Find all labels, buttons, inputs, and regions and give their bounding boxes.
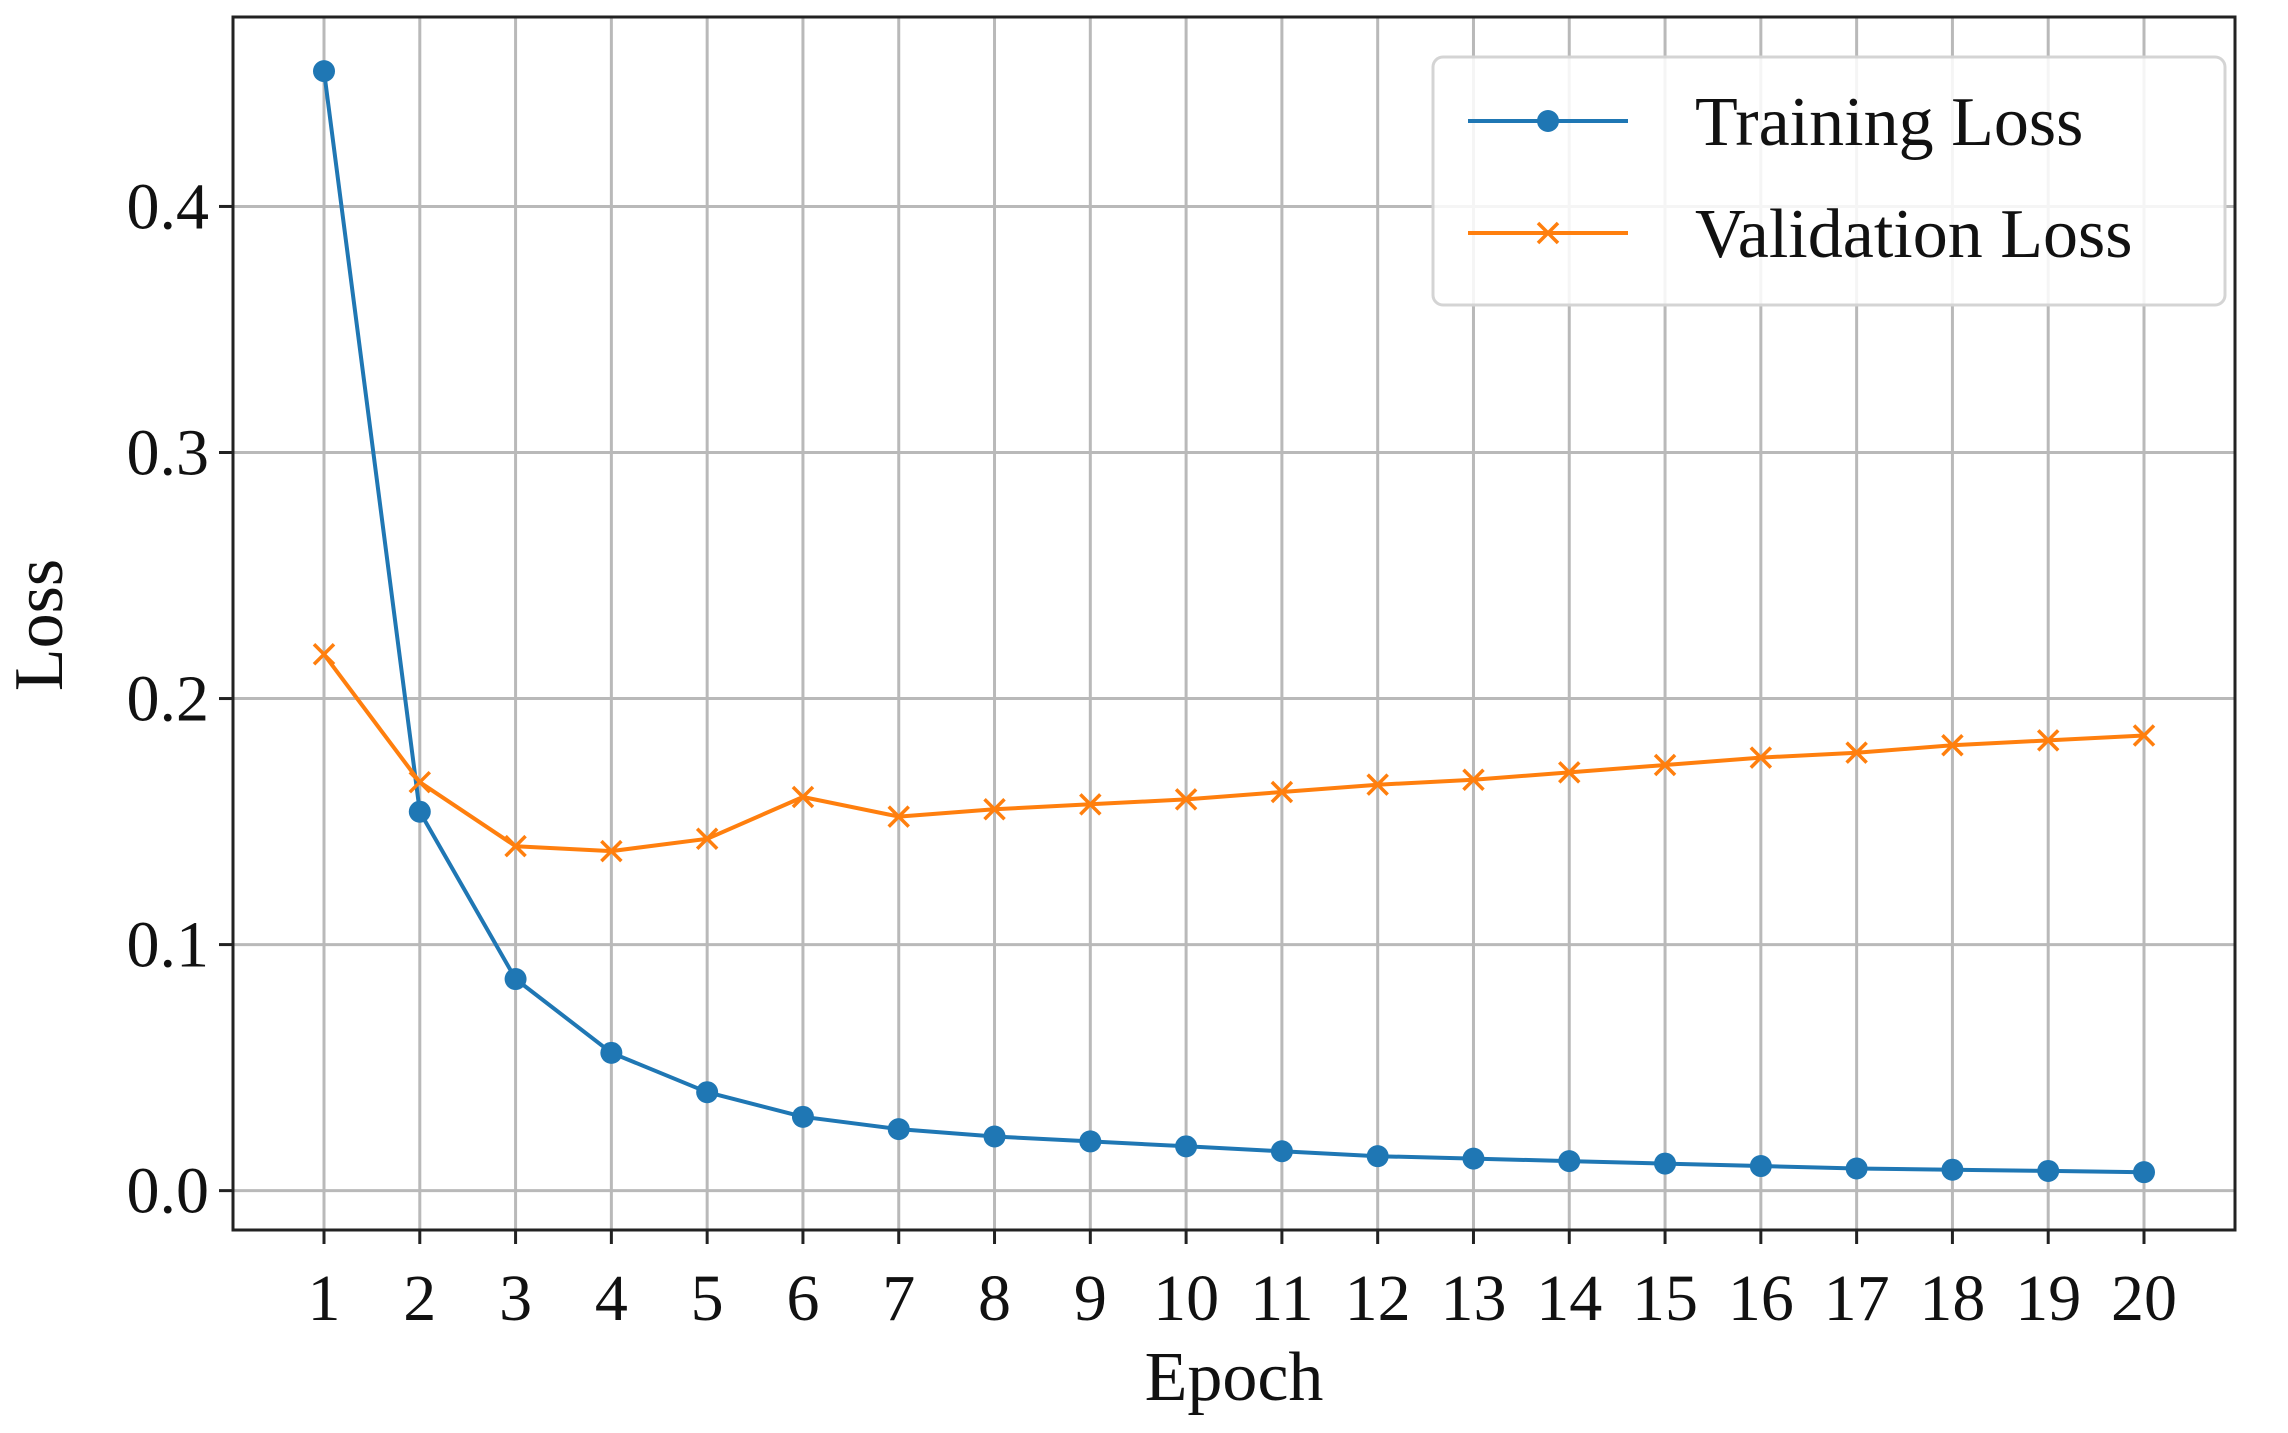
training-loss-point: [2037, 1159, 2060, 1182]
training-loss-point: [408, 800, 431, 823]
y-axis-label: Loss: [1, 559, 78, 691]
validation-loss-point: [1079, 793, 1102, 816]
training-loss-point: [2133, 1161, 2155, 1184]
training-loss-point: [791, 1105, 814, 1128]
training-loss-point: [696, 1081, 719, 1104]
x-tick-label: 19: [2015, 1262, 2081, 1335]
validation-loss-point: [983, 798, 1006, 821]
y-tick-label: 0.3: [127, 416, 210, 489]
validation-loss-point: [1845, 741, 1868, 764]
validation-loss-point: [408, 770, 432, 794]
validation-loss-point: [1174, 788, 1198, 811]
validation-loss-point: [695, 827, 719, 851]
validation-loss-point: [504, 834, 527, 858]
x-tick-label: 3: [499, 1262, 532, 1335]
training-loss-point: [1654, 1152, 1677, 1175]
x-tick-label: 6: [786, 1262, 819, 1335]
validation-loss-legend-marker: [1536, 221, 1560, 245]
training-loss-point: [600, 1041, 623, 1064]
x-tick-label: 12: [1345, 1262, 1411, 1335]
training-loss-point: [887, 1118, 910, 1141]
x-tick-label: 2: [403, 1262, 436, 1335]
training-loss-point: [504, 968, 527, 991]
validation-loss-line: [322, 653, 2145, 854]
validation-loss-point: [1366, 773, 1389, 796]
x-tick-label: 20: [2111, 1262, 2177, 1335]
validation-loss-point: [1941, 734, 1964, 757]
training-loss-point: [1079, 1130, 1102, 1153]
training-loss-point: [1462, 1147, 1485, 1170]
training-loss-point: [1749, 1155, 1772, 1178]
x-axis-label: Epoch: [1145, 1339, 1324, 1416]
x-tick-label: 18: [1919, 1262, 1985, 1335]
x-tick-label: 1: [308, 1262, 341, 1335]
x-tick-label: 9: [1074, 1262, 1107, 1335]
validation-loss-point: [600, 839, 623, 863]
x-tick-label: 16: [1728, 1262, 1794, 1335]
legend-box: [1431, 55, 2227, 307]
x-tick-label: 5: [691, 1262, 724, 1335]
training-loss-point: [1175, 1135, 1198, 1158]
x-tick-label: 10: [1153, 1262, 1219, 1335]
training-loss-line: [322, 70, 2145, 1175]
x-tick-label: 11: [1250, 1262, 1314, 1335]
y-tick-label: 0.0: [127, 1155, 210, 1228]
plot-frame: [231, 15, 2237, 1232]
validation-loss-point: [791, 785, 815, 809]
validation-loss-point: [2132, 724, 2156, 747]
x-tick-label: 13: [1440, 1262, 1506, 1335]
validation-loss-point: [1270, 780, 1294, 804]
validation-loss-point: [2036, 729, 2060, 752]
validation-loss-legend-label: Validation Loss: [1695, 196, 2132, 273]
y-tick-label: 0.2: [127, 663, 210, 736]
training-loss-point: [1558, 1150, 1581, 1173]
training-loss-point: [983, 1125, 1006, 1148]
ticks: 1 2 3 4 5 6 7 8 9 10 11 12 13 14 15 16 17 18 19 200.00.10.2…: [127, 170, 2178, 1335]
training-loss-point: [1941, 1158, 1964, 1181]
validation-loss-point: [312, 643, 336, 666]
training-loss-point: [1270, 1140, 1293, 1163]
x-tick-label: 7: [882, 1262, 915, 1335]
validation-loss-point: [887, 805, 910, 828]
validation-loss-point: [1462, 768, 1485, 791]
x-tick-label: 14: [1536, 1262, 1602, 1335]
series-layer: [312, 60, 2156, 1184]
y-tick-label: 0.1: [127, 909, 210, 982]
training-loss-point: [1845, 1157, 1868, 1180]
x-tick-label: 4: [595, 1262, 628, 1335]
y-tick-label: 0.4: [127, 170, 210, 243]
x-tick-label: 15: [1632, 1262, 1698, 1335]
validation-loss-point: [1558, 761, 1581, 784]
validation-loss-point: [1653, 753, 1677, 777]
x-tick-label: 17: [1824, 1262, 1890, 1335]
training-loss-point: [1366, 1145, 1389, 1168]
training-loss-legend-marker: [1537, 110, 1559, 132]
training-loss-point: [313, 60, 335, 83]
x-tick-label: 8: [978, 1262, 1011, 1335]
validation-loss-point: [1749, 746, 1773, 769]
training-loss-legend-label: Training Loss: [1695, 84, 2083, 161]
grid: [233, 17, 2235, 1230]
legend: Training Loss Validation Loss: [1431, 55, 2227, 307]
